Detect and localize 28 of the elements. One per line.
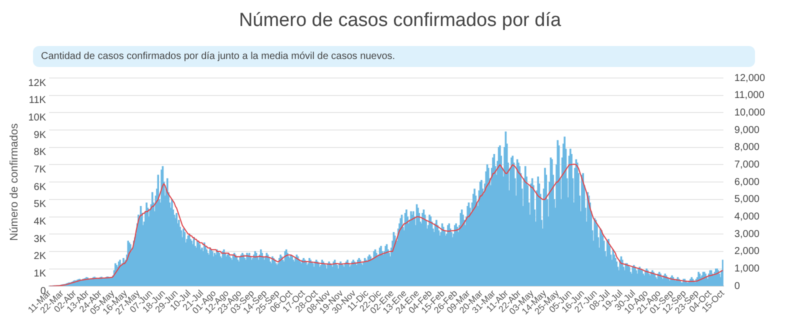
y-tick-label: 5K (34, 199, 46, 210)
y-tick-label: 9K (34, 130, 46, 141)
y2-tick-label: 11,000 (734, 90, 765, 102)
y-axis-title: Número de confirmados (8, 122, 21, 241)
y-tick-label: 2K (34, 251, 46, 262)
y-tick-label: 3K (34, 234, 46, 245)
y2-tick-label: 4,000 (734, 212, 760, 223)
y2-tick-label: 3,000 (734, 228, 760, 240)
y-tick-label: 10K (28, 112, 46, 124)
y2-tick-label: 1,000 (734, 264, 760, 275)
y2-tick-label: 12,000 (734, 72, 766, 84)
chart-title: Número de casos confirmados por día (238, 9, 562, 33)
y-tick-label: 7K (34, 164, 46, 176)
y2-tick-label: 8,000 (734, 142, 760, 154)
y-tick-label: 8K (34, 147, 46, 158)
y2-tick-label: 7,000 (734, 159, 760, 170)
y-tick-label: 12K (28, 78, 46, 89)
y-tick-label: 1K (34, 268, 46, 280)
y-tick-label: 6K (34, 182, 46, 193)
y2-tick-label: 0 (734, 280, 740, 292)
y2-tick-label: 10,000 (734, 107, 766, 118)
y-tick-label: 4K (34, 216, 46, 228)
y2-tick-label: 6,000 (734, 176, 760, 188)
chart-subtitle: Cantidad de casos confirmados por día junto a la media móvil de casos nuevos. (33, 46, 755, 67)
y2-tick-label: 9,000 (734, 124, 760, 136)
y-tick-label: 11K (28, 95, 46, 106)
y2-tick-label: 5,000 (734, 194, 760, 206)
y2-tick-label: 2,000 (734, 246, 760, 258)
